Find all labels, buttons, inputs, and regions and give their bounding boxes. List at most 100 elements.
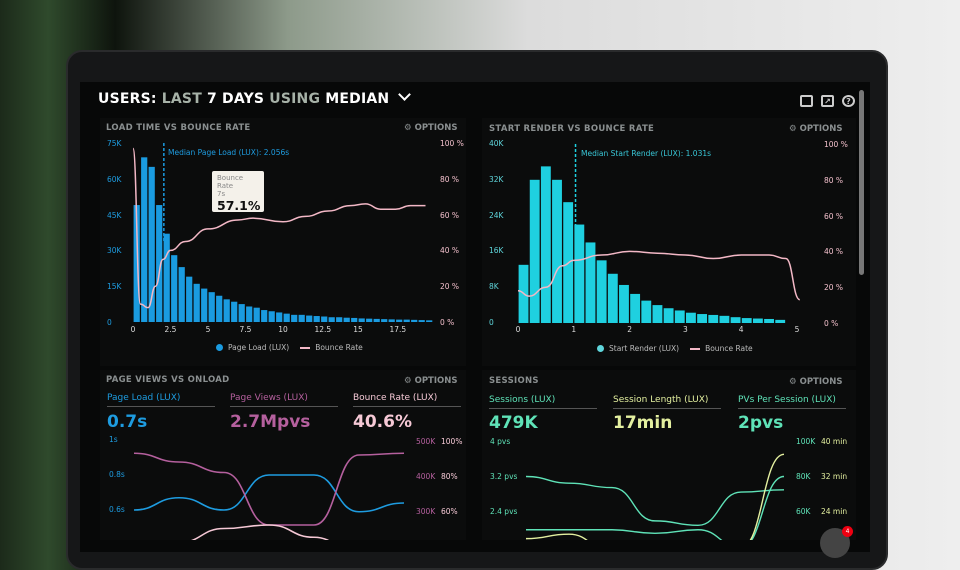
y-tick-label: 32K [489, 174, 504, 184]
tooltip: Bounce Rate 7s 57.1% [212, 171, 264, 213]
histogram-bar [268, 311, 275, 322]
kpi-session-length-label: Session Length (LUX) [613, 395, 721, 409]
title-metric: MEDIAN [325, 91, 390, 107]
panel-sessions [482, 370, 856, 540]
x-tick-label: 2.5 [164, 325, 177, 334]
legend-item[interactable]: Page Load (LUX) [228, 343, 290, 352]
histogram-bar [193, 283, 200, 322]
histogram-bar [775, 319, 786, 323]
kpi-page-load-label: Page Load (LUX) [107, 393, 215, 407]
y-tick-label: 15K [107, 282, 122, 292]
y2-tick-label: 0 % [440, 318, 455, 327]
y3-tick-label: 32 min [821, 472, 848, 481]
histogram-bar [366, 318, 373, 322]
tooltip-x: 7s [217, 190, 226, 198]
scrollbar[interactable] [859, 90, 864, 275]
histogram-bar [283, 313, 290, 322]
x-tick-label: 1 [571, 325, 577, 334]
options-label: OPTIONS [414, 376, 458, 386]
histogram-bar [246, 306, 253, 322]
histogram-bar [186, 276, 193, 322]
x-tick-label: 5 [205, 325, 211, 334]
kpi-bounce-value: 40.6% [353, 412, 412, 432]
histogram-bar [261, 310, 268, 322]
histogram-bar [641, 300, 652, 323]
histogram-bar [388, 319, 395, 322]
monitor-icon[interactable] [800, 95, 813, 107]
y-tick-label: 1s [109, 435, 118, 444]
histogram-bar [674, 310, 685, 323]
legend-swatch [216, 344, 223, 351]
histogram-bar [216, 295, 223, 322]
y-tick-label: 40K [489, 139, 504, 148]
y3-tick-label: 40 min [821, 437, 848, 446]
y2-tick-label: 500K [416, 437, 436, 446]
panel-title: LOAD TIME VS BOUNCE RATE [106, 123, 251, 133]
options-button[interactable]: ⚙ OPTIONS [789, 124, 843, 134]
y2-tick-label: 60 % [440, 210, 460, 220]
kpi-page-views-value: 2.7Mpvs [230, 412, 311, 432]
histogram-bar [276, 312, 283, 322]
kpi-pvs-value: 2pvs [738, 413, 784, 433]
kpi-page-views-label: Page Views (LUX) [230, 393, 338, 407]
page-title[interactable]: USERS: LAST 7 DAYS USING MEDIAN [98, 88, 412, 107]
histogram-bar [686, 312, 696, 323]
options-button[interactable]: ⚙ OPTIONS [404, 376, 458, 386]
histogram-bar [373, 318, 380, 322]
panel-title: START RENDER VS BOUNCE RATE [489, 124, 655, 134]
histogram-bar [529, 179, 540, 323]
histogram-bar [321, 316, 328, 322]
histogram-bar [328, 317, 335, 322]
options-button[interactable]: ⚙ OPTIONS [789, 377, 843, 387]
help-icon[interactable]: ? [842, 95, 855, 107]
share-icon[interactable]: ↗ [821, 95, 834, 107]
series-line [133, 474, 405, 513]
y-tick-label: 3.2 pvs [490, 472, 518, 481]
legend-swatch [300, 346, 311, 349]
histogram-bar [238, 304, 245, 322]
x-tick-label: 10 [278, 325, 288, 334]
options-label: OPTIONS [414, 123, 458, 133]
legend-item[interactable]: Bounce Rate [315, 343, 363, 352]
histogram-bar [418, 320, 425, 322]
histogram-bar [426, 320, 433, 322]
x-tick-label: 4 [738, 325, 744, 334]
y2-tick-label: 20 % [440, 282, 460, 292]
histogram-bar [208, 292, 215, 322]
histogram-bar [752, 318, 763, 323]
options-button[interactable]: ⚙ OPTIONS [404, 123, 458, 133]
y-tick-label: 0 [107, 318, 112, 327]
histogram-bar [336, 317, 343, 322]
histogram-bar [381, 319, 388, 322]
histogram-bar [223, 299, 230, 322]
legend: Page Load (LUX) Bounce Rate [216, 343, 363, 352]
legend-item[interactable]: Bounce Rate [705, 344, 753, 353]
title-using: USING [269, 91, 321, 107]
y-tick-label: 60K [107, 174, 122, 184]
x-tick-label: 3 [683, 325, 688, 334]
histogram-bar [663, 308, 674, 323]
histogram-bar [396, 319, 403, 322]
histogram-bar [291, 314, 298, 322]
legend: Start Render (LUX) Bounce Rate [597, 344, 753, 353]
histogram-bar [652, 305, 663, 323]
histogram-bar [403, 319, 410, 322]
kpi-page-load-value: 0.7s [107, 412, 148, 432]
y-tick-label: 8K [489, 282, 499, 292]
title-range: 7 DAYS [207, 91, 265, 107]
histogram-bar [298, 314, 305, 322]
histogram-bar [540, 166, 551, 323]
histogram-bar [585, 242, 596, 323]
histogram-bar [619, 284, 629, 323]
y3-tick-label: 60% [441, 507, 458, 516]
bounce-rate-line [517, 250, 801, 301]
toolbar-icons: ↗ ? [800, 95, 855, 107]
bounce-rate-line [132, 147, 426, 309]
x-tick-label: 12.5 [314, 325, 332, 334]
y-tick-label: 0.6s [109, 505, 125, 514]
y2-tick-label: 60 % [824, 211, 844, 221]
legend-item[interactable]: Start Render (LUX) [609, 344, 680, 353]
x-tick-label: 15 [353, 325, 363, 334]
histogram-bar [552, 179, 562, 323]
histogram-bar [719, 315, 730, 323]
